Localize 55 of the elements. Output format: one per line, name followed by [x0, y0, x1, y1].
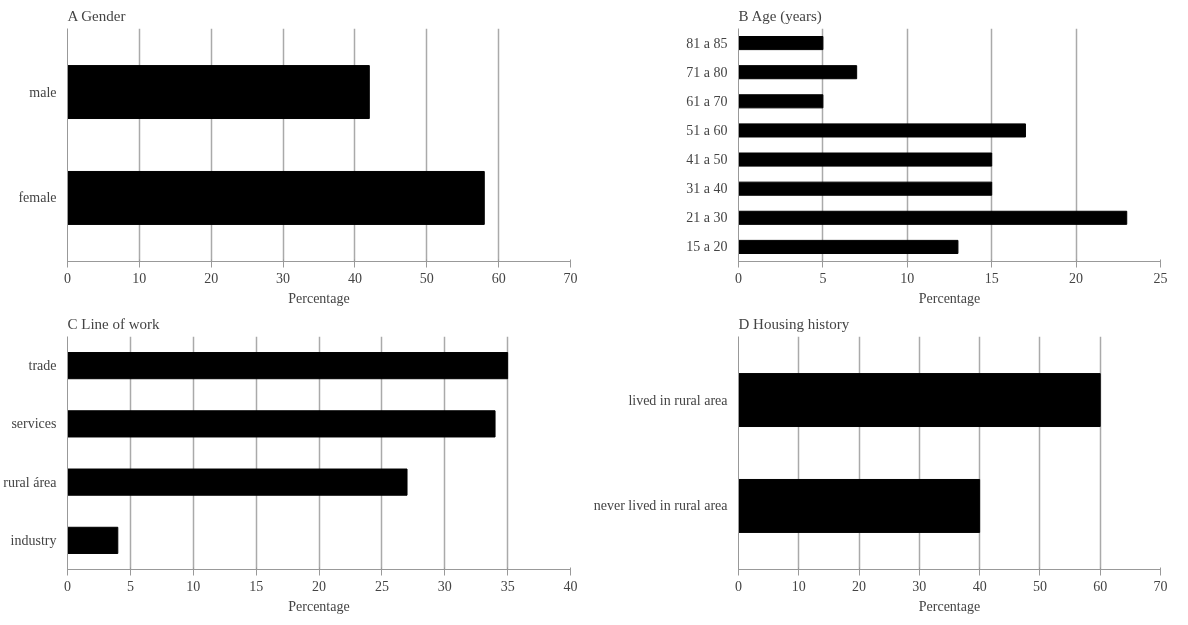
x-tick-label: 25 [374, 578, 389, 594]
y-tick-label: rural área [3, 474, 58, 490]
x-axis-title: Percentage [288, 290, 350, 306]
y-tick-label: services [11, 416, 57, 432]
x-tick-label: 10 [900, 270, 915, 286]
y-tick-label: 41 a 50 [686, 152, 728, 168]
chart-title: C Line of work [67, 315, 161, 332]
x-tick-label: 60 [1093, 578, 1108, 594]
x-tick-label: 0 [735, 270, 742, 286]
x-tick-label: 15 [249, 578, 264, 594]
chart-title: B Age (years) [738, 7, 822, 25]
x-tick-label: 20 [1069, 270, 1084, 286]
x-tick-label: 0 [735, 578, 742, 594]
y-tick-label: industry [10, 532, 57, 548]
y-tick-label: 71 a 80 [686, 64, 728, 80]
x-axis-title: Percentage [918, 598, 981, 614]
x-tick-label: 50 [419, 270, 434, 286]
x-tick-label: 35 [500, 578, 515, 594]
x-tick-label: 40 [972, 578, 987, 594]
chart-title: D Housing history [738, 315, 850, 332]
x-tick-label: 10 [186, 578, 201, 594]
x-tick-label: 60 [491, 270, 506, 286]
y-tick-label: male [29, 84, 57, 100]
y-tick-label: 21 a 30 [686, 210, 728, 226]
x-tick-label: 20 [204, 270, 219, 286]
x-tick-label: 20 [312, 578, 326, 594]
y-tick-label: lived in rural area [628, 392, 729, 408]
x-tick-label: 5 [819, 270, 827, 286]
x-tick-label: 0 [64, 270, 71, 286]
x-tick-label: 0 [64, 578, 71, 594]
x-tick-label: 25 [1153, 270, 1168, 286]
x-tick-label: 70 [563, 270, 578, 286]
y-tick-label: 15 a 20 [686, 239, 728, 255]
x-tick-label: 30 [912, 578, 927, 594]
x-tick-label: 40 [347, 270, 362, 286]
x-axis-title: Percentage [288, 598, 350, 614]
y-tick-label: 81 a 85 [686, 35, 728, 51]
x-tick-label: 40 [563, 578, 578, 594]
x-tick-label: 70 [1153, 578, 1168, 594]
x-axis-title: Percentage [918, 290, 981, 306]
x-tick-label: 10 [132, 270, 147, 286]
x-tick-label: 5 [126, 578, 134, 594]
x-tick-label: 50 [1032, 578, 1047, 594]
y-tick-label: 51 a 60 [686, 122, 728, 138]
x-tick-label: 30 [276, 270, 291, 286]
x-tick-label: 10 [791, 578, 806, 594]
x-tick-label: 30 [437, 578, 452, 594]
y-tick-label: 61 a 70 [686, 93, 728, 109]
y-tick-label: never lived in rural area [593, 498, 729, 514]
x-tick-label: 20 [852, 578, 867, 594]
y-tick-label: 31 a 40 [686, 181, 728, 197]
x-tick-label: 15 [984, 270, 999, 286]
y-tick-label: female [18, 190, 57, 206]
y-tick-label: trade [28, 358, 57, 374]
chart-title: A Gender [67, 7, 126, 24]
